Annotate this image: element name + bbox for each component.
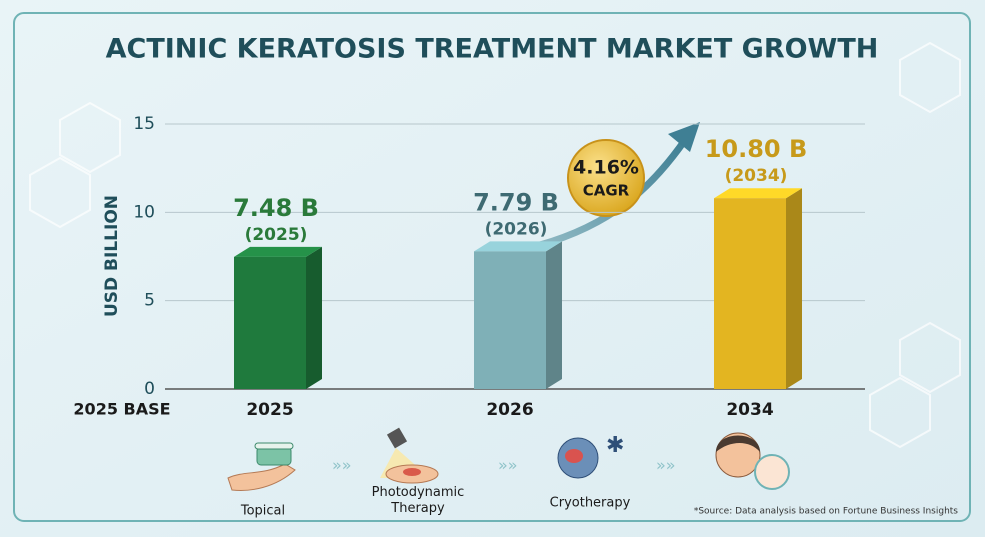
x-tick-label: 2025 [246, 400, 293, 420]
topical-icon [227, 442, 296, 491]
value-label: 7.79 B [473, 188, 559, 216]
bar-top [714, 188, 802, 199]
treatment-label: Cryotherapy [550, 496, 631, 511]
y-tick-label: 15 [133, 114, 155, 134]
bar [714, 198, 786, 389]
y-tick-label: 5 [144, 291, 155, 311]
bar-side [786, 188, 802, 389]
bar [474, 251, 546, 389]
chart-title: ACTINIC KERATOSIS TREATMENT MARKET GROWT… [106, 34, 879, 65]
base-label: 2025 BASE [73, 400, 170, 419]
value-label: 10.80 B [705, 135, 808, 163]
bar-side [306, 246, 322, 389]
bar-top [474, 241, 562, 252]
cagr-badge [567, 139, 645, 217]
y-tick-label: 0 [144, 379, 155, 399]
year-label: (2025) [245, 225, 308, 245]
hexagon-decor [29, 41, 961, 449]
y-tick-label: 10 [133, 202, 155, 222]
cagr-label: CAGR [583, 182, 630, 200]
svg-text:»»: »» [332, 456, 352, 475]
value-label: 7.48 B [233, 194, 319, 222]
bar-side [546, 241, 562, 389]
frame [13, 12, 971, 522]
step-chevrons: »» »» »» [332, 456, 676, 475]
treatment-label: Topical [240, 504, 285, 519]
bar [234, 256, 306, 389]
treatment-label: Photodynamic Therapy [372, 485, 465, 516]
bar-top [234, 246, 322, 257]
photodynamic-icon [380, 427, 439, 484]
svg-text:»»: »» [656, 456, 676, 475]
arrow-head [668, 122, 700, 152]
year-label: (2026) [485, 219, 548, 239]
svg-text:»»: »» [498, 456, 518, 475]
source-note: *Source: Data analysis based on Fortune … [694, 507, 958, 517]
year-label: (2034) [725, 166, 788, 186]
x-tick-label: 2034 [726, 400, 773, 420]
svg-text:✱: ✱ [606, 433, 624, 458]
face-icon [715, 432, 790, 490]
y-axis-label: USD BILLION [102, 195, 122, 317]
cagr-value: 4.16% [573, 157, 639, 179]
x-tick-label: 2026 [486, 400, 533, 420]
cryotherapy-icon: ✱ [557, 433, 624, 479]
